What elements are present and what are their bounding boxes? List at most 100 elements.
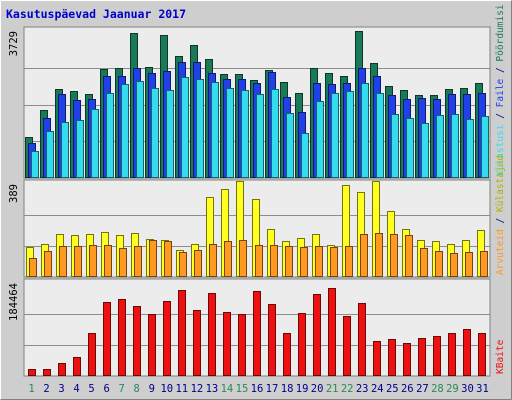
bottom-bar-kbaite (208, 293, 216, 376)
x-tick-label: 13 (206, 383, 219, 395)
top-bar-kulastused (166, 90, 174, 178)
x-tick-label: 9 (149, 383, 155, 395)
x-tick-label: 16 (251, 383, 264, 395)
bottom-bar-kbaite (478, 333, 486, 376)
middle-bar-arvuteid (300, 247, 308, 277)
top-bar-kulastused (256, 94, 264, 178)
middle-bar-arvuteid (435, 251, 443, 277)
bottom-bar-kbaite (268, 304, 276, 376)
middle-bar-arvuteid (179, 252, 187, 277)
bottom-bar-kbaite (193, 310, 201, 376)
top-legend-part: / (495, 107, 506, 124)
x-tick-label: 21 (326, 383, 339, 395)
x-tick-label: 5 (88, 383, 94, 395)
bottom-bar-kbaite (43, 369, 51, 376)
top-bar-kulastused (346, 91, 354, 178)
bottom-bar-kbaite (118, 299, 126, 376)
top-bar-kulastused (61, 122, 69, 178)
bottom-bar-kbaite (298, 313, 306, 376)
bottom-bar-kbaite (178, 290, 186, 376)
x-tick-label: 28 (431, 383, 444, 395)
bottom-bar-kbaite (223, 312, 231, 376)
middle-legend-part: / (495, 212, 506, 229)
x-tick-label: 20 (311, 383, 324, 395)
chart-title: Kasutuspäevad Jaanuar 2017 (6, 7, 186, 21)
middle-bar-arvuteid (74, 246, 82, 277)
top-bar-kulastused (196, 79, 204, 178)
x-tick-label: 1 (28, 383, 34, 395)
x-tick-label: 7 (119, 383, 125, 395)
middle-bar-arvuteid (59, 246, 67, 277)
top-bar-kulastused (361, 83, 369, 178)
top-bar-kulastused (271, 89, 279, 178)
top-legend-part: Külastusi (495, 124, 506, 176)
x-tick-label: 24 (371, 383, 384, 395)
middle-bar-arvuteid (450, 253, 458, 277)
top-bar-kulastused (421, 123, 429, 178)
bottom-bar-kbaite (148, 314, 156, 376)
bottom-panel: 184464 KBaite (8, 278, 506, 377)
bottom-bar-kbaite (388, 339, 396, 376)
x-tick-label: 22 (341, 383, 354, 395)
top-bar-kulastused (136, 81, 144, 178)
middle-bar-arvuteid (420, 248, 428, 277)
x-tick-label: 15 (236, 383, 249, 395)
x-tick-label: 4 (73, 383, 79, 395)
bottom-bar-kbaite (343, 316, 351, 376)
top-legend-part: / (495, 62, 506, 79)
top-bar-kulastused (331, 93, 339, 178)
bottom-bar-kbaite (73, 357, 81, 376)
top-bar-kulastused (31, 151, 39, 178)
top-bar-kulastused (211, 82, 219, 178)
bottom-bar-kbaite (403, 343, 411, 376)
bottom-bar-kbaite (418, 338, 426, 376)
bottom-bar-kbaite (103, 302, 111, 376)
bottom-bar-kbaite (463, 329, 471, 376)
top-bar-kulastused (121, 84, 129, 178)
bottom-bar-kbaite (313, 294, 321, 376)
top-legend-label: Külastusi / Faile / Pöördumisi (495, 4, 506, 176)
top-bar-kulastused (241, 90, 249, 178)
x-tick-label: 25 (386, 383, 399, 395)
top-bar-kulastused (76, 120, 84, 178)
x-tick-label: 19 (296, 383, 309, 395)
top-bar-kulastused (226, 88, 234, 178)
x-tick-label: 30 (461, 383, 474, 395)
top-bar-kulastused (391, 114, 399, 178)
x-tick-label: 27 (416, 383, 429, 395)
bottom-bar-kbaite (88, 333, 96, 376)
top-bar-kulastused (181, 77, 189, 178)
bottom-legend-label: KBaite (495, 339, 506, 374)
top-bar-kulastused (106, 93, 114, 178)
bottom-bar-kbaite (253, 291, 261, 376)
x-tick-label: 6 (104, 383, 110, 395)
middle-bar-arvuteid (360, 234, 368, 277)
top-bar-kulastused (376, 93, 384, 178)
top-legend-part: Faile (495, 78, 506, 107)
middle-bar-arvuteid (224, 241, 232, 277)
chart-panels: 3729 Külastusi / Faile / Pöördumisi 389 Arv… (8, 4, 506, 377)
x-tick-label: 26 (401, 383, 414, 395)
x-tick-label: 29 (446, 383, 459, 395)
x-tick-label: 8 (134, 383, 140, 395)
middle-bar-arvuteid (89, 245, 97, 277)
x-tick-label: 31 (476, 383, 489, 395)
top-legend-part: Pöördumisi (495, 4, 506, 61)
x-tick-label: 3 (58, 383, 64, 395)
x-tick-label: 18 (281, 383, 294, 395)
bottom-bar-kbaite (358, 303, 366, 376)
middle-bar-arvuteid (480, 251, 488, 277)
middle-bar-arvuteid (104, 245, 112, 277)
middle-bar-arvuteid (375, 233, 383, 277)
middle-panel: 389 Arvuteid / Külastajad (8, 155, 506, 278)
top-bar-kulastused (301, 133, 309, 178)
bottom-legend-part: KBaite (495, 339, 506, 374)
top-bar-kulastused (91, 109, 99, 178)
middle-bar-arvuteid (285, 246, 293, 277)
x-axis-labels: 1 2 3 4 5 6 7 8 9 10 11 12 13 14 15 16 17 18 19 20 21 22 23 24 2… (28, 383, 488, 395)
bottom-bar-kbaite (58, 363, 66, 376)
middle-bar-arvuteid (405, 235, 413, 277)
middle-bar-arvuteid (239, 240, 247, 277)
bottom-bar-kbaite (163, 301, 171, 376)
